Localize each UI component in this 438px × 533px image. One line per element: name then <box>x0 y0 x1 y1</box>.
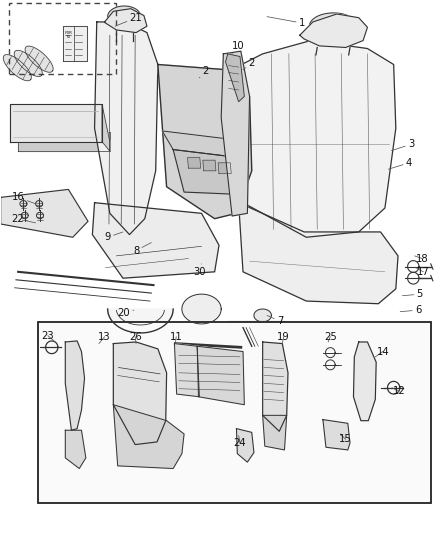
Polygon shape <box>309 13 357 39</box>
Polygon shape <box>335 430 346 441</box>
Text: 16: 16 <box>12 192 35 204</box>
Polygon shape <box>3 54 31 81</box>
Text: 13: 13 <box>98 332 111 344</box>
Text: 26: 26 <box>129 332 141 344</box>
Polygon shape <box>300 14 367 47</box>
Polygon shape <box>25 46 53 72</box>
Polygon shape <box>173 150 247 195</box>
Polygon shape <box>108 6 141 27</box>
Text: 30: 30 <box>193 264 205 277</box>
Polygon shape <box>20 200 27 207</box>
Text: 21: 21 <box>115 13 142 26</box>
Polygon shape <box>134 438 155 451</box>
Text: 11: 11 <box>170 332 183 344</box>
Polygon shape <box>14 51 42 77</box>
Polygon shape <box>63 26 87 61</box>
Text: 25: 25 <box>324 332 337 342</box>
Polygon shape <box>174 344 199 397</box>
Polygon shape <box>209 359 237 392</box>
Text: 9: 9 <box>105 232 123 243</box>
Polygon shape <box>254 309 272 322</box>
Polygon shape <box>21 212 28 219</box>
Polygon shape <box>18 132 110 151</box>
Polygon shape <box>70 379 80 392</box>
Polygon shape <box>108 309 173 333</box>
Text: 10: 10 <box>232 41 245 54</box>
Polygon shape <box>358 382 370 395</box>
Polygon shape <box>11 104 102 142</box>
Polygon shape <box>267 386 285 407</box>
Polygon shape <box>1 189 88 237</box>
Text: 5: 5 <box>403 289 423 299</box>
Text: 24: 24 <box>233 435 246 448</box>
Text: 3: 3 <box>392 139 414 151</box>
Polygon shape <box>35 200 42 207</box>
Polygon shape <box>263 415 287 450</box>
Text: 20: 20 <box>117 308 134 318</box>
Polygon shape <box>65 430 86 469</box>
Polygon shape <box>323 419 350 450</box>
Polygon shape <box>187 158 201 168</box>
Polygon shape <box>226 54 244 102</box>
Polygon shape <box>197 346 244 405</box>
Polygon shape <box>263 342 288 431</box>
Polygon shape <box>65 341 85 430</box>
Text: 1: 1 <box>267 17 305 28</box>
Text: 6: 6 <box>400 305 421 315</box>
Polygon shape <box>182 294 221 324</box>
Bar <box>38 322 431 503</box>
Polygon shape <box>239 203 398 304</box>
Text: 17: 17 <box>416 267 430 277</box>
Polygon shape <box>237 41 396 237</box>
Polygon shape <box>153 446 169 457</box>
Polygon shape <box>102 104 110 151</box>
Polygon shape <box>215 366 231 385</box>
Text: 8: 8 <box>133 243 151 255</box>
Text: 15: 15 <box>339 434 352 445</box>
Text: 19: 19 <box>277 332 290 344</box>
Polygon shape <box>203 160 216 171</box>
Text: 22: 22 <box>11 214 35 224</box>
Polygon shape <box>113 405 184 469</box>
Text: 4: 4 <box>389 158 412 169</box>
Text: 7: 7 <box>267 316 283 326</box>
Polygon shape <box>158 64 252 219</box>
Text: 12: 12 <box>392 386 405 397</box>
Polygon shape <box>36 212 43 219</box>
Polygon shape <box>353 342 376 421</box>
Polygon shape <box>127 349 145 370</box>
Text: 23: 23 <box>42 330 55 342</box>
Polygon shape <box>92 203 219 278</box>
Text: 14: 14 <box>375 346 389 357</box>
Bar <box>9 3 117 74</box>
Polygon shape <box>218 163 231 173</box>
Polygon shape <box>131 354 141 366</box>
Polygon shape <box>221 51 250 216</box>
Polygon shape <box>95 22 158 235</box>
Text: 18: 18 <box>415 254 428 263</box>
Text: 2: 2 <box>199 66 209 78</box>
Polygon shape <box>113 342 166 445</box>
Text: 2: 2 <box>243 58 255 70</box>
Text: FOR
TO: FOR TO <box>64 30 72 39</box>
Polygon shape <box>162 131 239 158</box>
Polygon shape <box>105 9 147 33</box>
Polygon shape <box>237 429 254 462</box>
